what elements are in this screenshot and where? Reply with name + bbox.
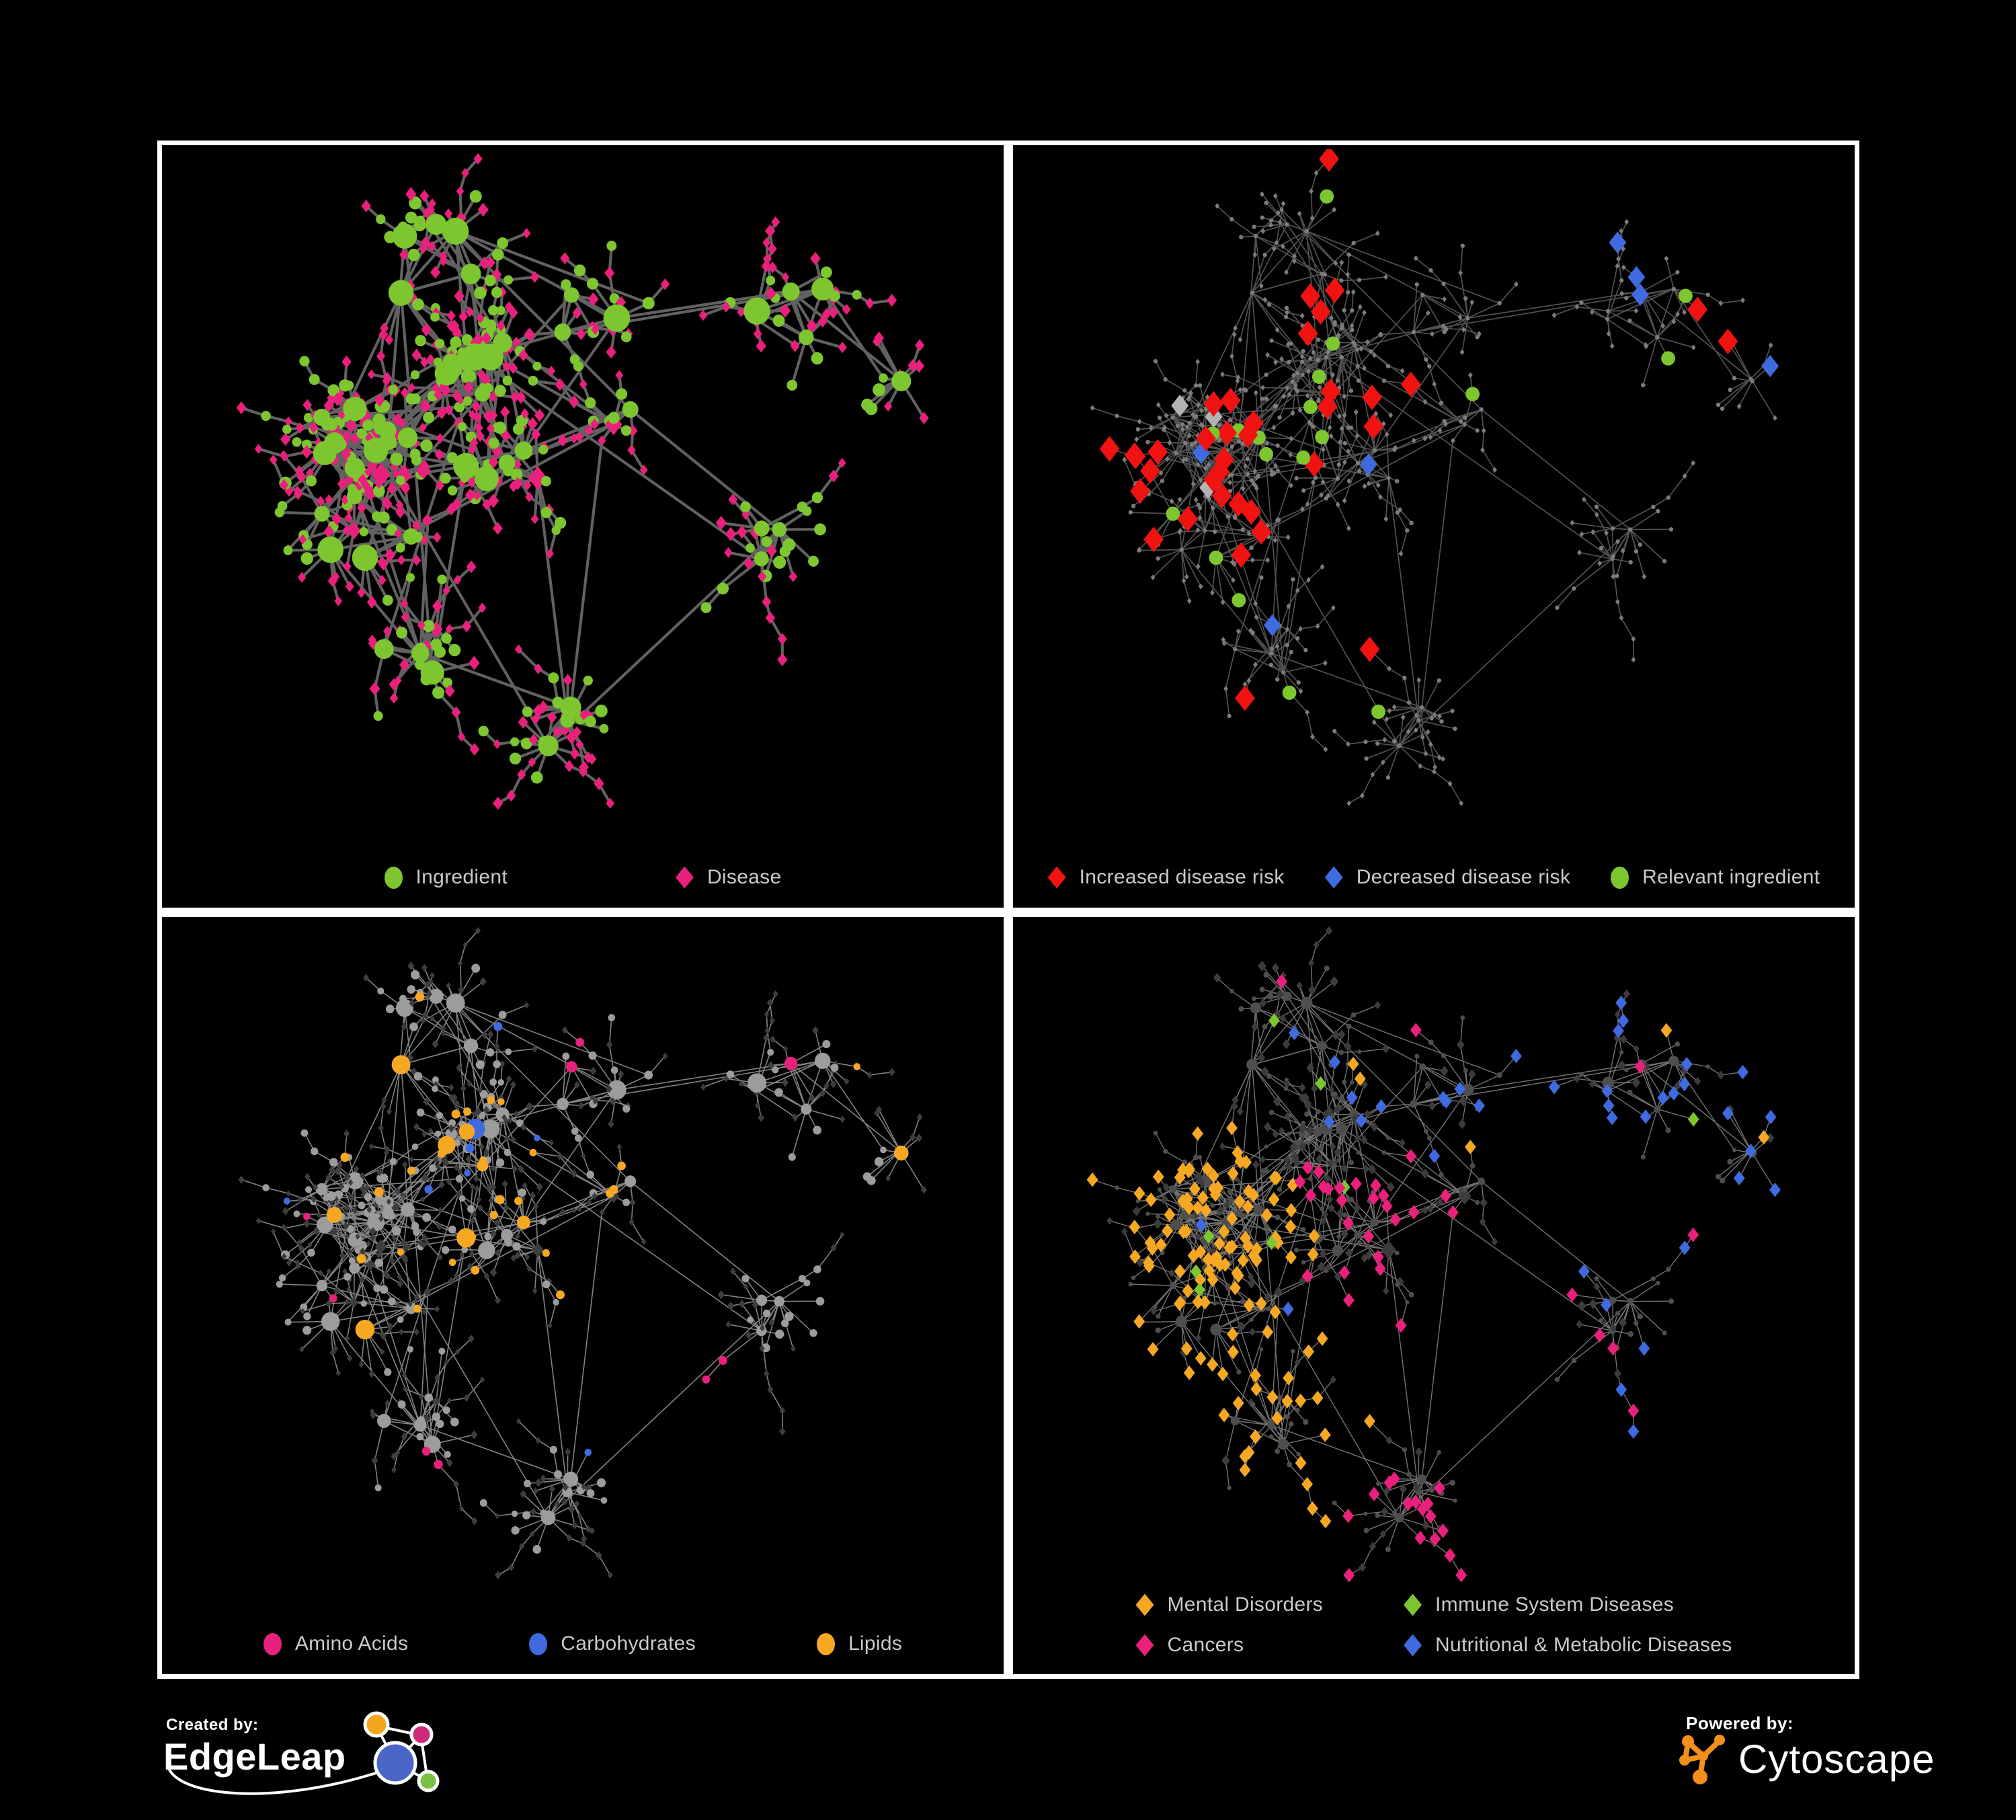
legend-label: Cancers (1167, 1634, 1244, 1656)
legend-item-carbohydrates: Carbohydrates (529, 1632, 696, 1655)
immune-system-diseases-diamond-marker-icon (1404, 1593, 1422, 1616)
legend-item-nutritional-metabolic-diseases: Nutritional & Metabolic Diseases (1404, 1634, 1732, 1657)
legend-label: Decreased disease risk (1356, 866, 1571, 888)
legend-item-cancers: Cancers (1135, 1634, 1324, 1657)
legend-ingredient-disease: Ingredient Disease (162, 866, 1004, 889)
mental-disorders-diamond-marker-icon (1135, 1593, 1154, 1616)
decreased-disease-risk-diamond-marker-icon (1324, 866, 1343, 889)
legend-item-increased-disease-risk: Increased disease risk (1047, 866, 1285, 889)
network-view-nutrient-classes (238, 926, 928, 1579)
legend-label: Amino Acids (294, 1632, 409, 1655)
edgeleap-logo-icon (166, 1711, 440, 1795)
legend-label: Mental Disorders (1167, 1593, 1324, 1616)
nutritional-metabolic-diseases-diamond-marker-icon (1404, 1634, 1422, 1657)
network-view-disease-classes (1086, 926, 1781, 1583)
edgeleap-wordmark: EdgeLeap (163, 1735, 346, 1778)
legend-disease-classes: Mental Disorders Immune System Diseases Ca… (1013, 1593, 1855, 1657)
legend-label: Lipids (848, 1632, 903, 1655)
legend-item-decreased-disease-risk: Decreased disease risk (1324, 866, 1571, 889)
lipids-circle-marker-icon (816, 1632, 835, 1655)
legend-item-relevant-ingredient: Relevant ingredient (1611, 866, 1820, 889)
legend-label: Ingredient (415, 866, 508, 888)
legend-item-lipids: Lipids (816, 1632, 903, 1655)
legend-label: Relevant ingredient (1642, 866, 1820, 888)
relevant-ingredient-circle-marker-icon (1611, 866, 1629, 889)
cytoscape-credit: Cytoscape (1679, 1732, 1935, 1786)
legend-label: Disease (707, 866, 782, 888)
created-by-label: Created by: (166, 1716, 259, 1734)
legend-label: Carbohydrates (561, 1632, 696, 1655)
panel-disease-classes: Mental Disorders Immune System Diseases Ca… (1008, 912, 1859, 1679)
panel-disease-risk: Increased disease risk Decreased disease … (1008, 141, 1859, 912)
panel-ingredient-disease: Ingredient Disease (157, 141, 1008, 912)
legend-item-immune-system-diseases: Immune System Diseases (1404, 1593, 1732, 1616)
ingredient-circle-marker-icon (384, 866, 403, 889)
cytoscape-wordmark: Cytoscape (1738, 1736, 1935, 1782)
network-view-disease-risk (1090, 149, 1779, 807)
legend-label: Increased disease risk (1079, 866, 1285, 888)
legend-label: Immune System Diseases (1435, 1593, 1675, 1616)
panel-nutrient-classes: Amino Acids Carbohydrates Lipids (157, 912, 1008, 1679)
network-view-ingredient-disease (236, 153, 929, 810)
legend-item-mental-disorders: Mental Disorders (1135, 1593, 1324, 1616)
carbohydrates-circle-marker-icon (529, 1632, 548, 1655)
legend-item-amino-acids: Amino Acids (263, 1632, 409, 1655)
legend-label: Nutritional & Metabolic Diseases (1435, 1634, 1732, 1656)
disease-diamond-marker-icon (675, 866, 694, 889)
cytoscape-logo-icon (1679, 1735, 1725, 1784)
legend-item-disease: Disease (675, 866, 782, 889)
increased-disease-risk-diamond-marker-icon (1047, 866, 1066, 889)
powered-by-label: Powered by: (1686, 1713, 1794, 1733)
legend-nutrient-classes: Amino Acids Carbohydrates Lipids (162, 1632, 1004, 1655)
legend-item-ingredient: Ingredient (384, 866, 508, 889)
legend-disease-risk: Increased disease risk Decreased disease … (1013, 866, 1855, 889)
cancers-diamond-marker-icon (1135, 1634, 1154, 1657)
amino-acids-circle-marker-icon (263, 1632, 282, 1655)
